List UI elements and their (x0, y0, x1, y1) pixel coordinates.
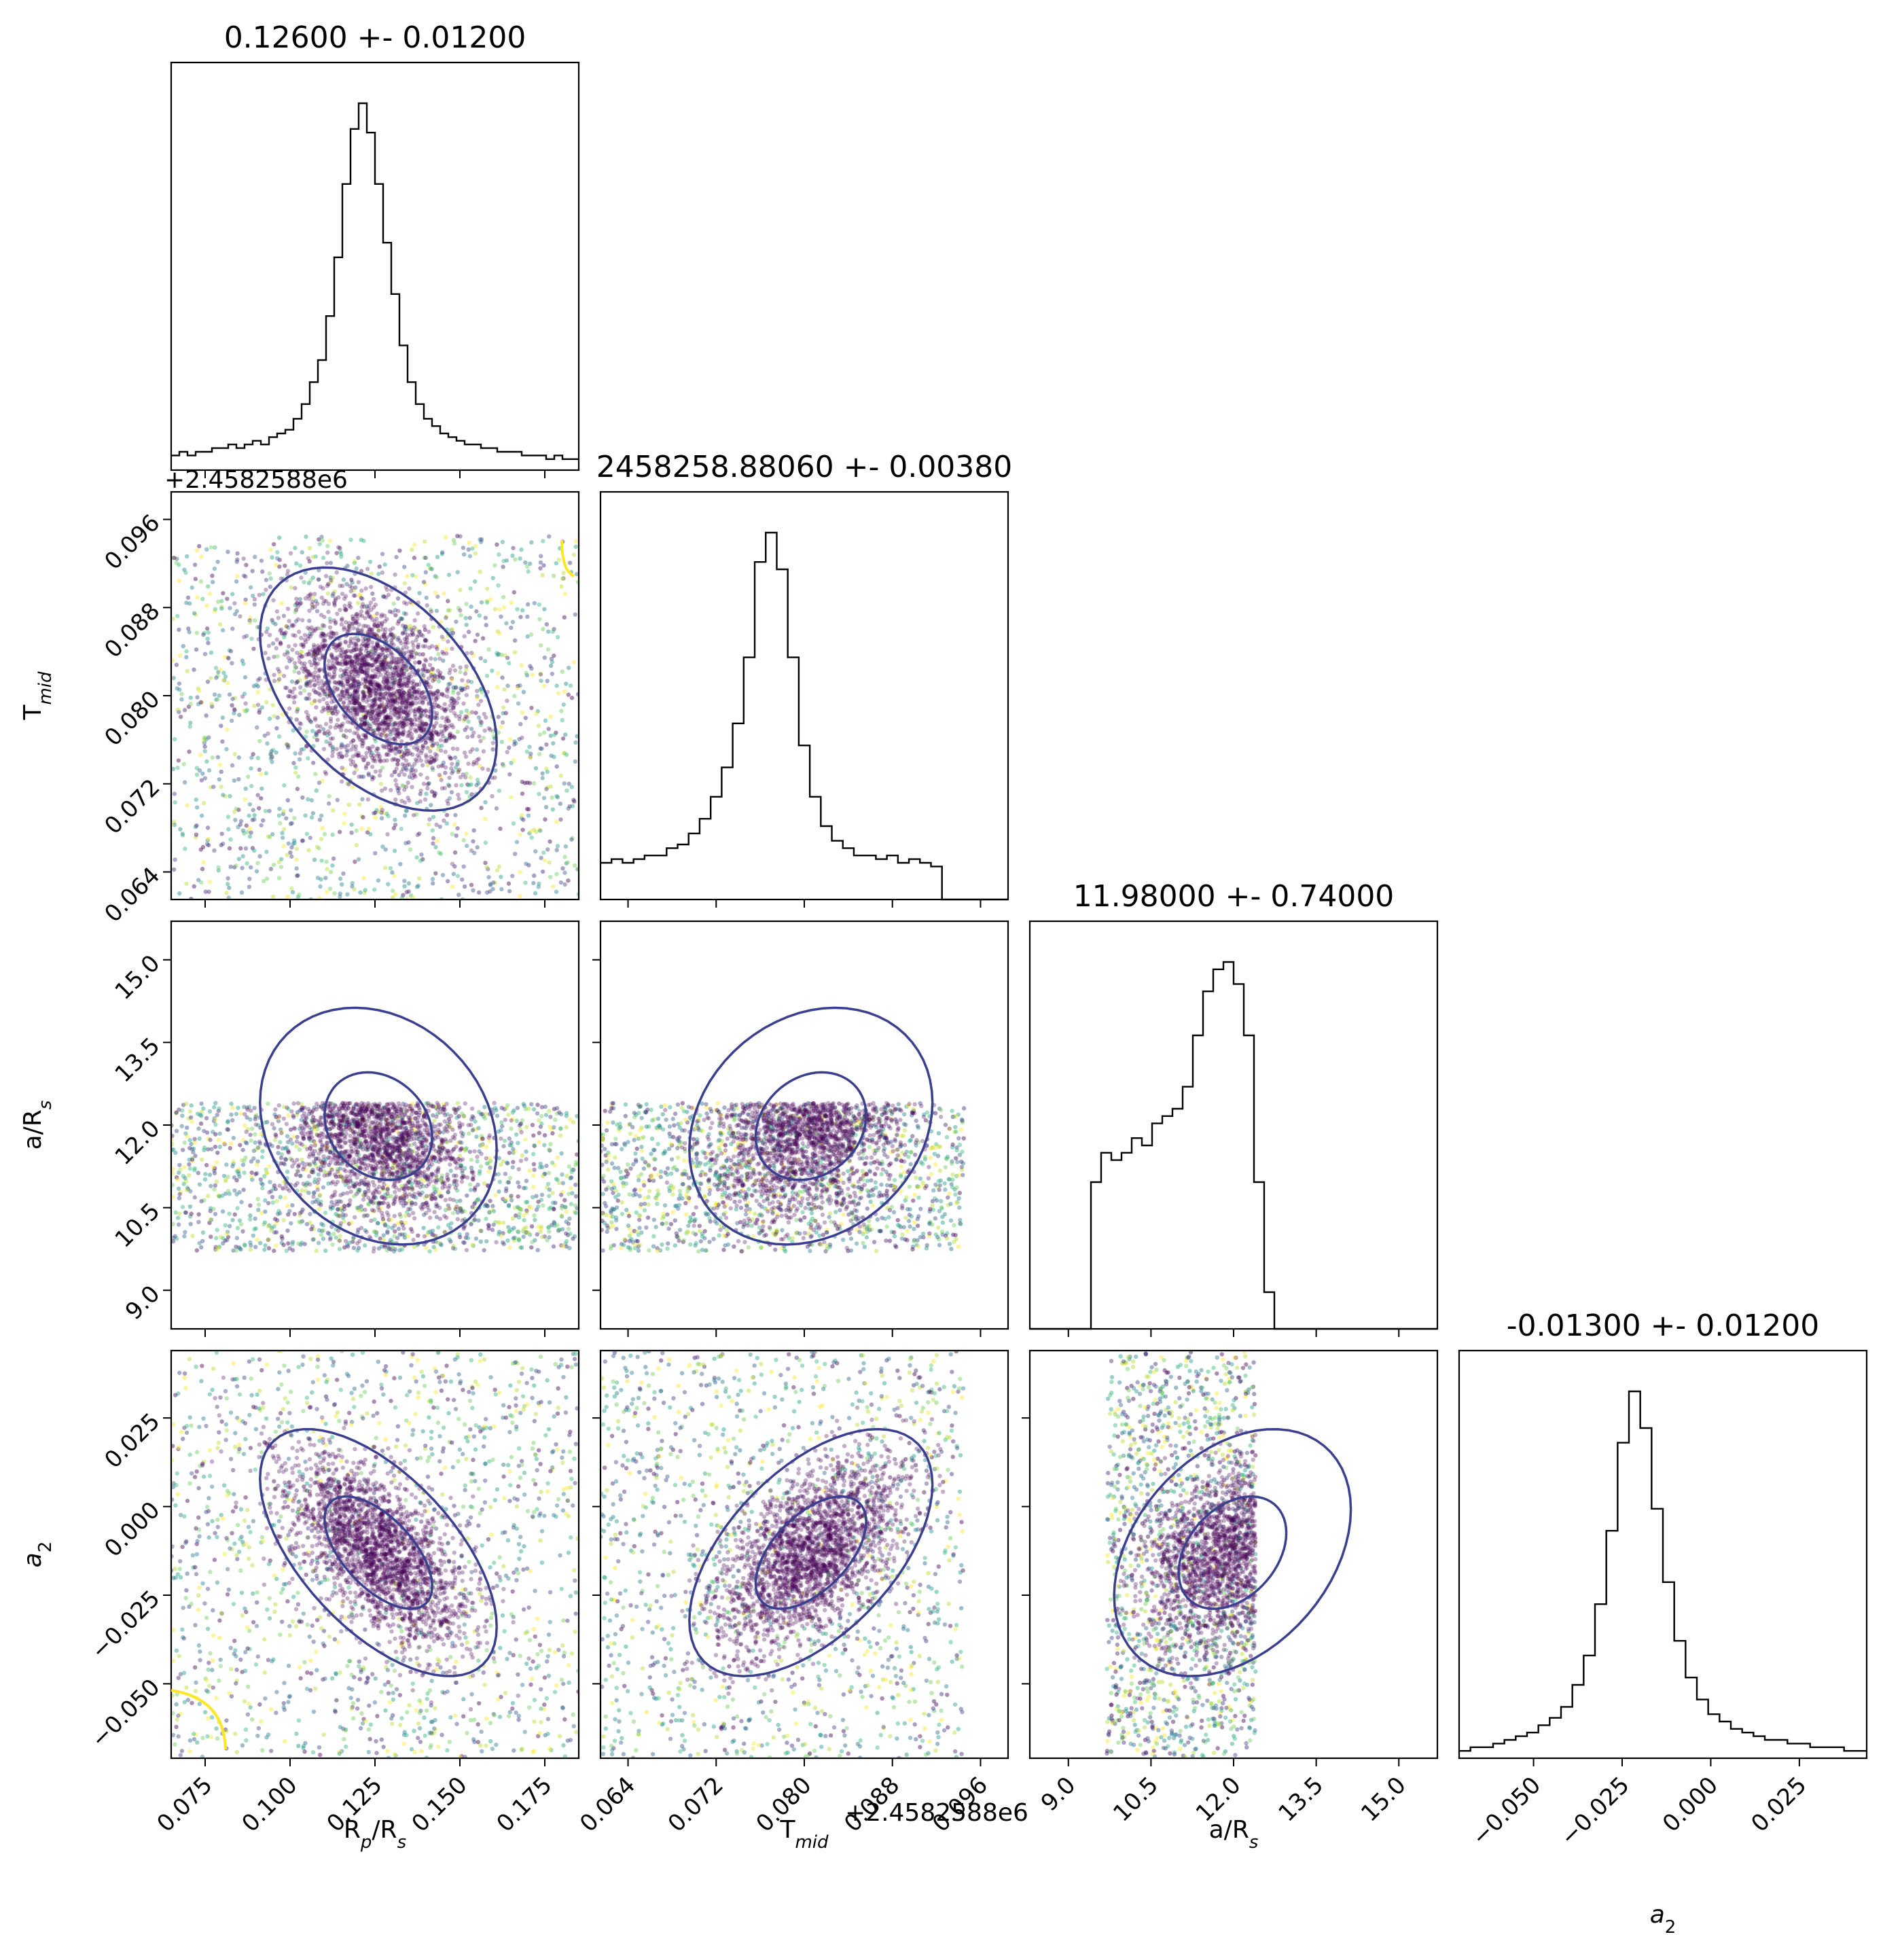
y-tick-label: 0.025 (99, 1408, 165, 1474)
y-tick-label: 0.072 (99, 774, 165, 840)
yellow-contour-fragment (171, 1689, 227, 1750)
scatter-ars-vs-tmid (600, 1006, 967, 1254)
y-offset-text: +2.4582588e6 (164, 466, 348, 494)
y-tick-label: 0.096 (99, 510, 165, 575)
y-tick-label: 0.080 (99, 685, 165, 751)
contour-1-sigma (323, 632, 433, 746)
x-tick-label: 0.100 (236, 1772, 302, 1838)
contour-1-sigma (754, 1495, 867, 1610)
y-tick-label: −0.050 (86, 1674, 165, 1753)
scatter-tmid-vs-rp (171, 533, 579, 899)
histogram-ars (1030, 961, 1437, 1330)
y-tick-label: 0.000 (99, 1497, 165, 1563)
scatter-a2-vs-ars (1105, 1351, 1352, 1758)
contour-1-sigma (323, 1495, 433, 1610)
contour-1-sigma (1177, 1495, 1288, 1610)
contour-2-sigma (688, 1006, 934, 1246)
hist-title-rp: 0.12600 +- 0.01200 (224, 20, 526, 55)
x-label-ars: a/Rs (1209, 1816, 1259, 1853)
histogram-rp (171, 102, 579, 460)
y-tick-label: 15.0 (110, 950, 166, 1005)
y-tick-label: −0.025 (86, 1585, 165, 1664)
hist-tmid-frame (599, 491, 1009, 901)
contour-2-sigma (259, 1427, 498, 1677)
y-label-a2: a2 (19, 1542, 56, 1568)
y-tick-label: 12.0 (110, 1115, 166, 1171)
histogram-tmid (600, 531, 1008, 901)
hist-rp-frame (170, 61, 580, 471)
x-tick-label: −0.050 (1467, 1772, 1546, 1851)
x-tick-label: 15.0 (1356, 1772, 1412, 1828)
contour-2-sigma (259, 566, 498, 812)
hist-title-ars: 11.98000 +- 0.74000 (1073, 879, 1395, 914)
scatter-ars-vs-rp (171, 1006, 579, 1254)
x-tick-label: 0.000 (1657, 1772, 1723, 1838)
contour-2-sigma (259, 1006, 498, 1246)
x-tick-label: 10.5 (1108, 1772, 1164, 1828)
x-offset-text: +2.4582588e6 (845, 1799, 1028, 1827)
x-tick-label: 9.0 (1036, 1772, 1081, 1817)
contour-1-sigma (754, 1071, 867, 1181)
contour-2-sigma (1113, 1427, 1352, 1677)
y-tick-label: 9.0 (120, 1280, 166, 1325)
x-tick-label: 0.025 (1746, 1772, 1812, 1838)
x-tick-label: 13.5 (1273, 1772, 1329, 1828)
histogram-a2 (1459, 1390, 1867, 1752)
scatter-a2-vs-rp (171, 1351, 579, 1758)
contour-2-sigma (688, 1427, 934, 1677)
y-tick-label: 10.5 (110, 1198, 166, 1253)
yellow-contour-fragment (560, 539, 575, 577)
x-tick-label: 0.072 (663, 1772, 729, 1838)
x-tick-label: 0.075 (151, 1772, 217, 1838)
x-tick-label: 0.175 (491, 1772, 557, 1838)
x-label-a2: a2 (1650, 1901, 1676, 1938)
y-label-tmid: Tmid (19, 671, 56, 721)
x-label-tmid: Tmid (779, 1816, 829, 1853)
x-label-rp: Rp/Rs (344, 1816, 406, 1853)
hist-a2-frame (1458, 1349, 1868, 1760)
scatter-a2-vs-tmid (600, 1351, 966, 1758)
y-tick-label: 0.088 (99, 597, 165, 663)
x-tick-label: 0.064 (575, 1772, 641, 1838)
contour-1-sigma (323, 1071, 433, 1181)
hist-title-tmid: 2458258.88060 +- 0.00380 (596, 450, 1013, 484)
x-tick-label: 0.150 (406, 1772, 472, 1838)
y-tick-label: 13.5 (110, 1033, 166, 1088)
y-tick-label: 0.064 (99, 862, 165, 928)
y-label-ars: a/Rs (19, 1101, 56, 1150)
hist-title-a2: -0.01300 +- 0.01200 (1507, 1308, 1820, 1343)
x-tick-label: −0.025 (1555, 1772, 1634, 1851)
